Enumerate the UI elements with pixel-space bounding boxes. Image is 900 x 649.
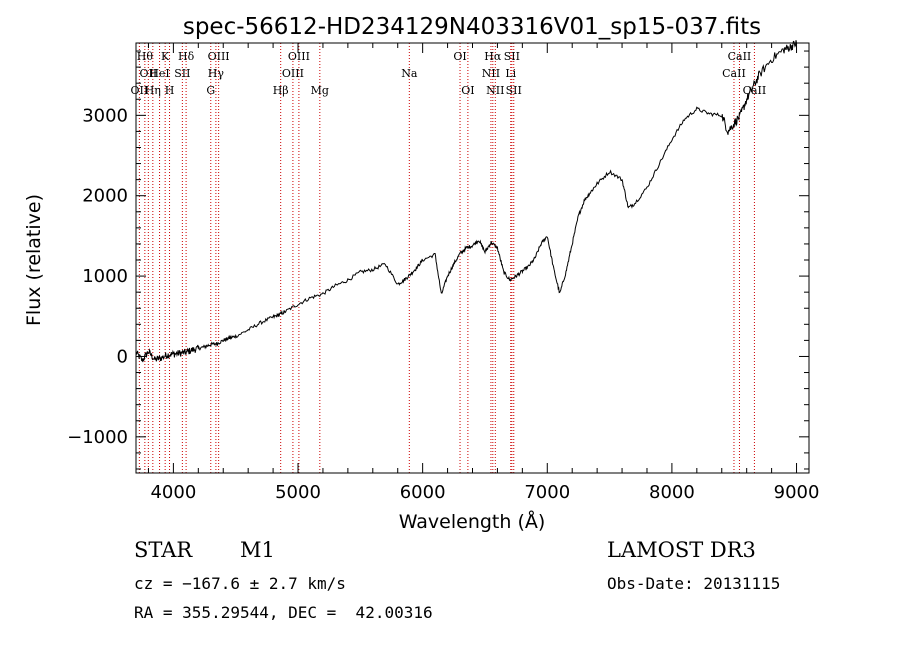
x-tick-label: 7000: [524, 482, 570, 503]
plot-frame: [135, 42, 810, 474]
spectral-line-label: H: [165, 84, 175, 97]
spectral-line-label: Hβ: [273, 84, 289, 97]
spectral-line-label: Hγ: [208, 67, 225, 80]
spectral-line-label: CaII: [722, 67, 746, 80]
spectral-lines: [138, 43, 755, 473]
x-axis-label: Wavelength (Å): [399, 510, 546, 533]
y-tick-label: 2000: [82, 186, 128, 207]
spectral-line-label: SII: [174, 67, 190, 80]
spectral-line-label: Hθ: [137, 50, 154, 63]
y-tick-label: −1000: [67, 427, 128, 448]
spectral-line-label: K: [161, 50, 170, 63]
spectral-line-label: NII: [482, 67, 500, 80]
spectral-line-label: OIII: [208, 50, 230, 63]
redshift-text: cz = −167.6 ± 2.7 km/s: [134, 574, 346, 593]
obs-date-text: Obs-Date: 20131115: [607, 574, 781, 593]
y-axis-label: Flux (relative): [23, 194, 45, 326]
spectral-line-label: OII: [139, 67, 157, 80]
axis-ticks: 4000 5000 6000 7000 8000 9000 −1000 0 1000 2000 30…: [67, 43, 819, 503]
spectral-line-label: HeI: [149, 67, 169, 80]
spectral-line-label: Hη: [145, 84, 161, 97]
x-tick-label: 8000: [649, 482, 695, 503]
spectral-line-label: NII: [486, 84, 504, 97]
spectral-line-label: OI: [461, 84, 474, 97]
spectral-line-label: Mg: [311, 84, 329, 97]
x-tick-label: 6000: [400, 482, 446, 503]
x-tick-label: 5000: [275, 482, 321, 503]
x-tick-label: 9000: [774, 482, 820, 503]
chart-title: spec-56612-HD234129N403316V01_sp15-037.f…: [183, 14, 761, 40]
spectral-line-label: CaII: [728, 50, 752, 63]
spectral-line-label: G: [206, 84, 215, 97]
y-tick-label: 1000: [82, 266, 128, 287]
spectral-line-label: SII: [506, 84, 522, 97]
spectral-line-label: Li: [505, 67, 516, 80]
spectral-line-label: CaII: [743, 84, 767, 97]
spectral-line-label: OIII: [288, 50, 310, 63]
spectral-line-label: SII: [504, 50, 520, 63]
coordinates-text: RA = 355.29544, DEC = 42.00316: [134, 603, 433, 622]
object-class: STAR: [134, 538, 193, 562]
spectral-line-label: OII: [131, 84, 149, 97]
spectral-line-label: Hδ: [178, 50, 195, 63]
survey-name: LAMOST DR3: [607, 538, 756, 562]
x-tick-label: 4000: [150, 482, 196, 503]
spectral-line-label: OIII: [282, 67, 304, 80]
spectral-line-label: Hα: [484, 50, 502, 63]
y-tick-label: 3000: [82, 105, 128, 126]
spectral-line-label: Na: [401, 67, 418, 80]
y-tick-label: 0: [117, 346, 128, 367]
flux-series-line: [135, 40, 797, 363]
spectral-line-labels: HθOIIOIIHηHeIKHSIIHδGHγOIIIHβOIIIOIIIMgN…: [131, 50, 767, 97]
object-subclass: M1: [240, 538, 275, 562]
spectral-line-label: OI: [453, 50, 466, 63]
